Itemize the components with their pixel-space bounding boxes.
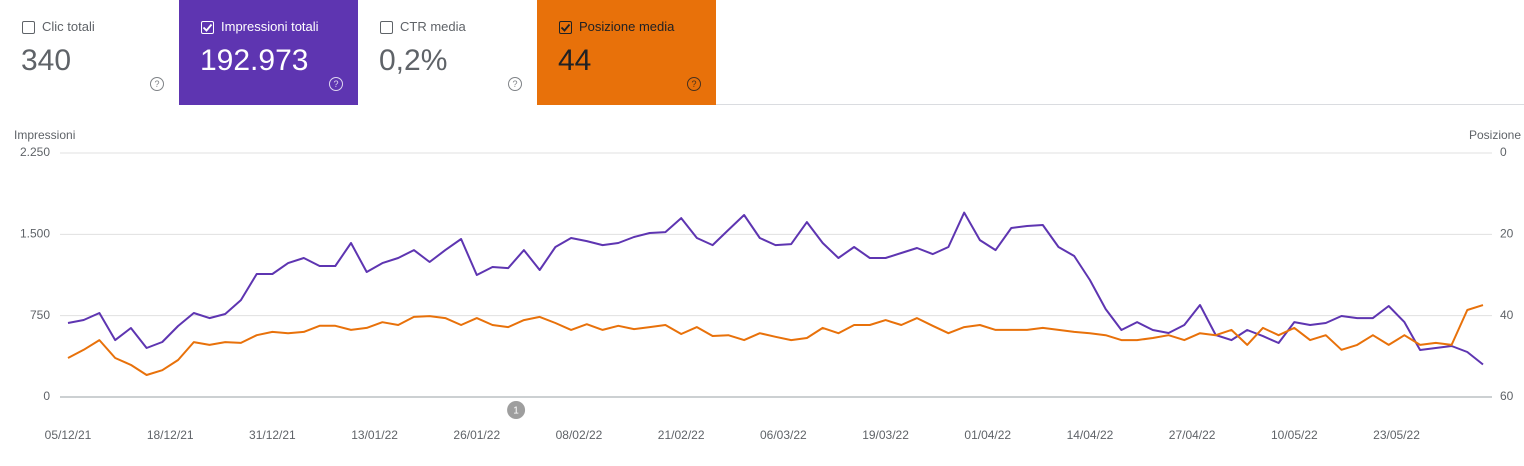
card-value: 0,2% — [379, 44, 448, 77]
metric-card[interactable]: CTR media 0,2%? — [358, 0, 537, 105]
card-label: CTR media — [400, 19, 466, 34]
x-tick-label: 06/03/22 — [760, 428, 807, 442]
help-icon[interactable]: ? — [150, 77, 164, 91]
card-label: Clic totali — [42, 19, 95, 34]
metric-card[interactable]: Clic totali 340? — [0, 0, 179, 105]
x-tick-label: 08/02/22 — [556, 428, 603, 442]
x-tick-label: 21/02/22 — [658, 428, 705, 442]
help-icon[interactable]: ? — [508, 77, 522, 91]
y-axis-label: Impressioni — [14, 128, 75, 142]
card-value: 44 — [558, 44, 592, 77]
y2-axis-label: Posizione — [1469, 128, 1521, 142]
checkbox[interactable] — [559, 21, 572, 34]
y2-tick-label: 20 — [1500, 227, 1514, 241]
x-tick-label: 27/04/22 — [1169, 428, 1216, 442]
y2-tick-label: 0 — [1500, 145, 1507, 159]
card-label: Posizione media — [579, 19, 675, 34]
help-icon[interactable]: ? — [329, 77, 343, 91]
x-tick-label: 05/12/21 — [45, 428, 92, 442]
checkbox[interactable] — [201, 21, 214, 34]
y-tick-label: 1.500 — [20, 227, 50, 241]
card-label: Impressioni totali — [221, 19, 319, 34]
x-tick-label: 01/04/22 — [964, 428, 1011, 442]
checkbox[interactable] — [380, 21, 393, 34]
help-icon[interactable]: ? — [687, 77, 701, 91]
metric-cards: Clic totali 340? Impressioni totali 192.973… — [0, 0, 1524, 105]
series-line — [67, 211, 1484, 366]
x-tick-label: 18/12/21 — [147, 428, 194, 442]
x-tick-label: 19/03/22 — [862, 428, 909, 442]
y2-tick-label: 60 — [1500, 389, 1514, 403]
x-tick-label: 10/05/22 — [1271, 428, 1318, 442]
metric-card[interactable]: Impressioni totali 192.973? — [179, 0, 358, 105]
card-value: 192.973 — [200, 44, 309, 77]
card-value: 340 — [21, 44, 72, 77]
x-tick-label: 14/04/22 — [1067, 428, 1114, 442]
annotation-marker — [507, 401, 526, 419]
y-tick-label: 750 — [30, 308, 50, 322]
y-tick-label: 2.250 — [20, 145, 50, 159]
y-tick-label: 0 — [43, 389, 50, 403]
checkbox[interactable] — [22, 21, 35, 34]
y2-tick-label: 40 — [1500, 308, 1514, 322]
x-tick-label: 23/05/22 — [1373, 428, 1420, 442]
metric-card[interactable]: Posizione media 44? — [537, 0, 716, 105]
x-tick-label: 26/01/22 — [453, 428, 500, 442]
x-tick-label: 13/01/22 — [351, 428, 398, 442]
x-tick-label: 31/12/21 — [249, 428, 296, 442]
series-line — [67, 304, 1484, 376]
annotation-label: 1 — [513, 406, 519, 417]
